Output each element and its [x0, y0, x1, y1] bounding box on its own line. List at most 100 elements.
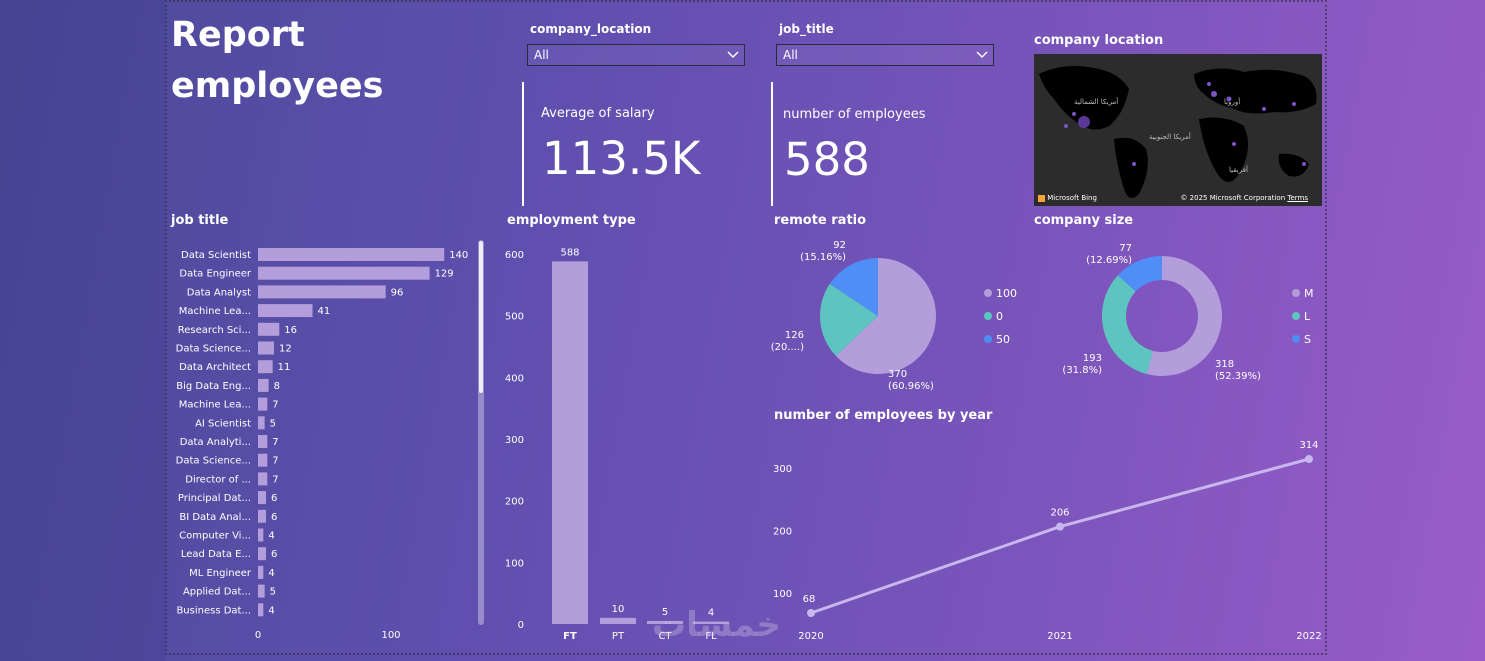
y-tick-label: 100 [505, 558, 524, 569]
legend-label: 50 [996, 333, 1010, 346]
company-size-chart-title: company size [1034, 213, 1134, 228]
bar [258, 603, 264, 617]
bar [647, 620, 683, 624]
bing-logo-credit: Microsoft Bing [1038, 194, 1097, 202]
slice-percent-label: (31.8%) [1062, 365, 1102, 376]
bar [258, 509, 266, 523]
company-location-slicer[interactable]: All [527, 44, 745, 66]
map-title: company location [1034, 33, 1164, 48]
x-tick-label: 2021 [1047, 631, 1072, 642]
legend-marker [1292, 335, 1300, 343]
pie-slice [1146, 256, 1222, 376]
bar-data-label: 5 [270, 587, 276, 598]
bar [258, 341, 274, 355]
bar-category-label: AI Scientist [195, 418, 251, 429]
y-tick-label: 400 [505, 373, 524, 384]
map-region-label: أفريقيا [1229, 165, 1248, 174]
x-tick-label: 2022 [1296, 631, 1321, 642]
bar-category-label: Big Data Eng... [176, 381, 251, 392]
bar-category-label: Machine Lea... [179, 400, 251, 411]
data-point [1056, 522, 1064, 531]
avg-salary-card-label: Average of salary [541, 106, 655, 121]
job-title-slicer-value: All [783, 48, 798, 62]
legend-marker [984, 312, 992, 320]
job-title-slicer[interactable]: All [776, 44, 994, 66]
bar [258, 322, 280, 336]
bar-data-label: 4 [268, 531, 274, 542]
bar-category-label: Data Science... [176, 344, 251, 355]
slice-percent-label: (15.16%) [800, 252, 846, 263]
pie-slice [835, 258, 936, 374]
legend-marker [984, 335, 992, 343]
legend-label: 0 [996, 310, 1003, 323]
remote-ratio-pie-chart: 370(60.96%) 100 126(20....) 0 92(15.16%) 50 [771, 240, 1017, 392]
map-terms-link[interactable]: Terms [1287, 194, 1308, 202]
company-location-slicer-value: All [534, 48, 549, 62]
company-size-donut-chart: 318(52.39%) M 193(31.8%) L 77(12.69%) S [1062, 243, 1313, 382]
legend-marker [984, 289, 992, 297]
slice-value-label: 370 [888, 369, 907, 380]
y-tick-label: 500 [505, 312, 524, 323]
avg-salary-card-value: 113.5K [542, 132, 701, 185]
canvas-margin [0, 0, 165, 661]
bar-data-label: 6 [271, 493, 277, 504]
world-map-graphic: أمريكا الشمالية أمريكا الجنوبية أوروبا أ… [1039, 66, 1317, 198]
bar [258, 453, 268, 467]
card-accent-bar [771, 82, 773, 206]
employment-type-chart-title: employment type [507, 213, 636, 228]
y-tick-label: 300 [773, 464, 792, 475]
map-region-label: أوروبا [1224, 97, 1240, 106]
company-location-slicer-label: company_location [530, 22, 652, 36]
pie-slice [1102, 275, 1153, 375]
bar [258, 491, 266, 505]
bar-category-label: Applied Dat... [183, 587, 251, 598]
bar-data-label: 10 [612, 604, 625, 615]
pie-slice [1118, 256, 1162, 292]
map-region-label: أمريكا الشمالية [1074, 97, 1118, 106]
bar-category-label: Data Analyti... [180, 437, 251, 448]
watermark: خمسات [652, 605, 781, 645]
map-copyright-text: © 2025 Microsoft Corporation [1180, 194, 1286, 202]
bar-data-label: 8 [274, 381, 280, 392]
y-tick-label: 200 [773, 526, 792, 537]
bar-data-label: 11 [278, 362, 291, 373]
map-region-label: أمريكا الجنوبية [1149, 132, 1191, 141]
bar-data-label: 41 [318, 306, 331, 317]
legend-marker [1292, 312, 1300, 320]
slice-percent-label: (20....) [771, 342, 804, 353]
x-tick-label: FL [705, 631, 717, 642]
slice-value-label: 92 [833, 240, 846, 251]
remote-ratio-chart-title: remote ratio [774, 213, 867, 228]
job-title-chart-title: job title [171, 213, 229, 228]
bar-data-label: 140 [449, 250, 468, 261]
job-title-bar-chart: Data Scientist 140 Data Engineer 129 Data An… [176, 240, 484, 641]
bar [258, 397, 268, 411]
bar [258, 285, 386, 299]
series-line [810, 457, 1310, 615]
pie-slice [829, 258, 878, 316]
bar [693, 621, 729, 624]
bar [258, 584, 265, 598]
bar [258, 435, 268, 448]
x-tick-label: 2020 [798, 631, 823, 642]
company-location-map[interactable]: أمريكا الشمالية أمريكا الجنوبية أوروبا أ… [1034, 54, 1322, 206]
data-point [1305, 455, 1313, 463]
bar-data-label: 588 [560, 247, 579, 258]
report-title-line1: Report [171, 15, 305, 55]
bar-data-label: 4 [708, 608, 714, 619]
employees-by-year-chart-title: number of employees by year [774, 408, 993, 423]
bar [552, 261, 588, 624]
bar-category-label: Data Architect [179, 362, 251, 373]
bar-category-label: Data Engineer [179, 269, 251, 280]
x-tick-label: 100 [381, 630, 400, 641]
slice-value-label: 193 [1083, 353, 1102, 364]
legend-label: 100 [996, 287, 1017, 300]
bar [258, 472, 268, 486]
bar [258, 266, 430, 280]
microsoft-logo-icon [1038, 194, 1045, 202]
legend-label: L [1304, 310, 1311, 323]
y-tick-label: 300 [505, 435, 524, 446]
slice-value-label: 318 [1215, 359, 1234, 370]
bar-category-label: BI Data Anal... [179, 512, 251, 523]
bar-data-label: 4 [268, 568, 274, 579]
